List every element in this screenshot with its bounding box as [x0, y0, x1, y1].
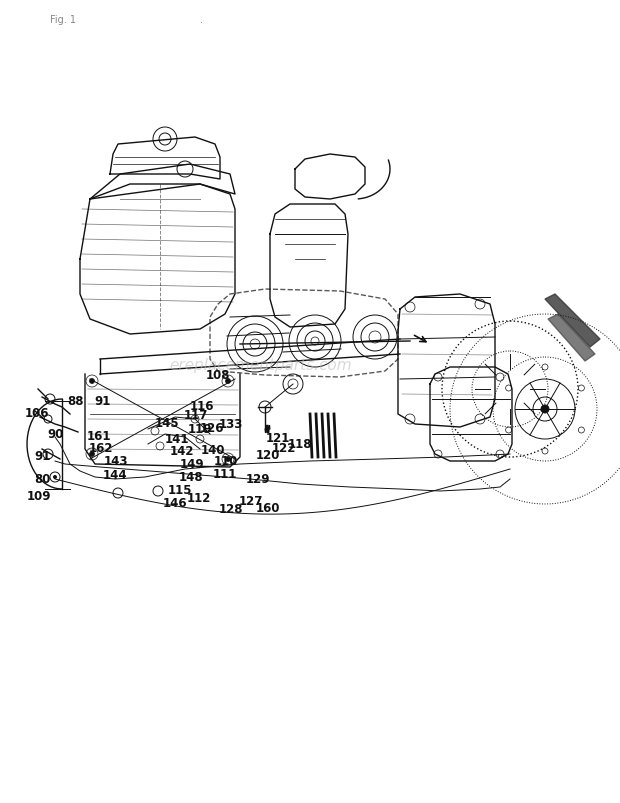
Circle shape — [226, 457, 231, 462]
Text: 116: 116 — [190, 400, 215, 413]
Text: 121: 121 — [265, 432, 290, 445]
Polygon shape — [548, 315, 595, 361]
Text: 126: 126 — [200, 422, 224, 434]
Circle shape — [89, 452, 94, 457]
Text: 133: 133 — [218, 418, 243, 430]
Text: 109: 109 — [27, 490, 51, 503]
Text: 141: 141 — [164, 433, 189, 446]
Text: 90: 90 — [48, 427, 64, 440]
Text: 115: 115 — [167, 483, 192, 496]
Text: 128: 128 — [218, 503, 243, 516]
Text: 111: 111 — [213, 467, 237, 480]
Text: 129: 129 — [246, 472, 270, 485]
Circle shape — [53, 475, 57, 479]
Text: 162: 162 — [88, 442, 113, 454]
Circle shape — [89, 379, 94, 384]
Text: 108: 108 — [206, 369, 231, 381]
Text: 146: 146 — [162, 496, 187, 509]
Text: 160: 160 — [255, 501, 280, 514]
Text: 80: 80 — [34, 473, 50, 486]
Text: 117: 117 — [184, 409, 208, 422]
Text: 88: 88 — [68, 395, 84, 408]
Text: Fig. 1: Fig. 1 — [50, 15, 76, 25]
Text: .: . — [200, 15, 203, 25]
Text: 91: 91 — [34, 450, 50, 463]
Text: 122: 122 — [272, 442, 296, 454]
Text: 142: 142 — [169, 444, 194, 457]
Text: 119: 119 — [188, 422, 213, 435]
Circle shape — [541, 406, 549, 414]
Text: 149: 149 — [180, 458, 205, 471]
Text: 145: 145 — [155, 417, 180, 430]
Text: 140: 140 — [200, 443, 225, 456]
Text: 161: 161 — [87, 430, 112, 442]
Text: 120: 120 — [255, 448, 280, 461]
Text: 118: 118 — [288, 438, 312, 450]
Circle shape — [226, 379, 231, 384]
Text: 127: 127 — [238, 495, 263, 507]
Polygon shape — [545, 295, 600, 348]
Text: 144: 144 — [102, 469, 127, 482]
Text: 112: 112 — [186, 491, 211, 504]
Text: 143: 143 — [104, 454, 128, 467]
Text: ereplacementparts.com: ereplacementparts.com — [169, 358, 352, 373]
Text: 148: 148 — [179, 471, 203, 483]
Text: 91: 91 — [94, 395, 110, 408]
Text: 106: 106 — [25, 406, 50, 419]
Text: 110: 110 — [213, 454, 238, 467]
